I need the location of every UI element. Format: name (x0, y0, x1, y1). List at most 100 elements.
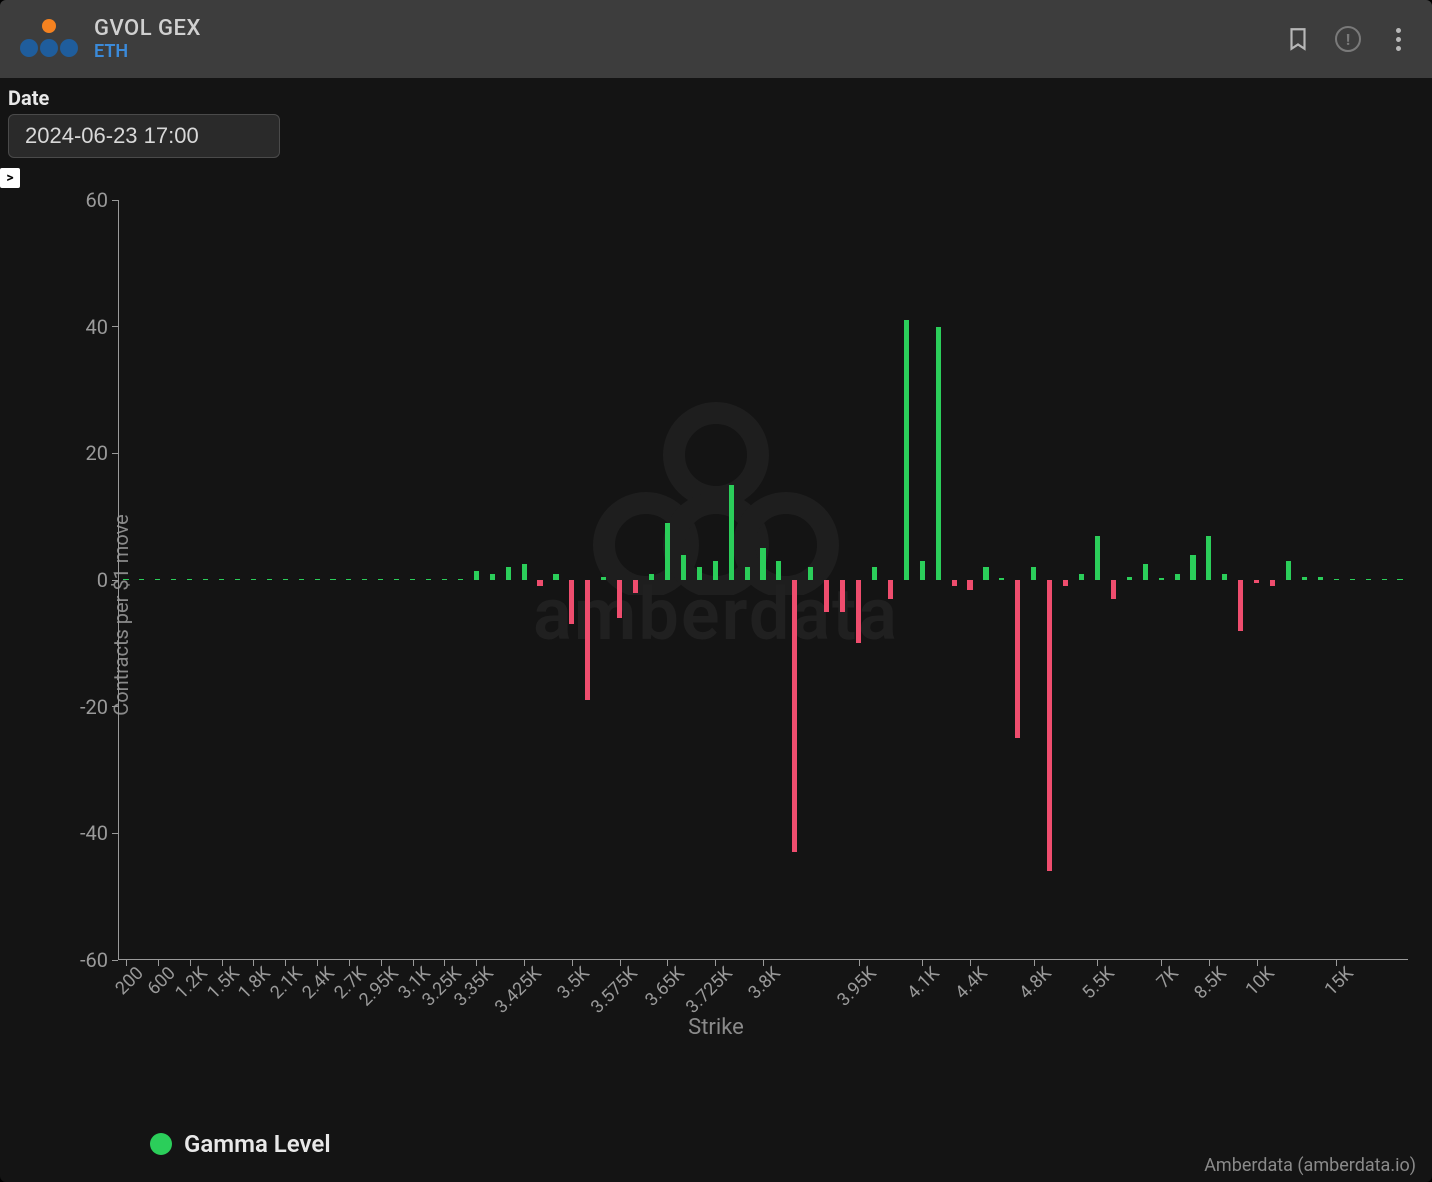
bar[interactable] (537, 580, 542, 586)
bar[interactable] (601, 577, 606, 580)
bar[interactable] (1270, 580, 1275, 586)
bar[interactable] (235, 579, 240, 581)
bar[interactable] (633, 580, 638, 593)
bar[interactable] (1350, 579, 1355, 581)
bar[interactable] (1111, 580, 1116, 599)
bar[interactable] (553, 574, 558, 580)
bar[interactable] (1238, 580, 1243, 631)
bar[interactable] (426, 579, 431, 581)
bar[interactable] (1175, 574, 1180, 580)
bar[interactable] (219, 579, 224, 581)
legend-marker (150, 1133, 172, 1155)
bar[interactable] (1286, 561, 1291, 580)
bar[interactable] (1063, 580, 1068, 586)
date-input[interactable] (8, 114, 280, 158)
bar[interactable] (171, 579, 176, 581)
bar[interactable] (506, 567, 511, 580)
legend-label: Gamma Level (184, 1130, 331, 1158)
bar[interactable] (665, 523, 670, 580)
bar[interactable] (1397, 579, 1402, 581)
bar[interactable] (888, 580, 893, 599)
bar[interactable] (315, 579, 320, 581)
bar[interactable] (1382, 579, 1387, 581)
bar[interactable] (713, 561, 718, 580)
bookmark-icon[interactable] (1284, 25, 1312, 53)
bar[interactable] (330, 579, 335, 581)
bar[interactable] (649, 574, 654, 580)
bar[interactable] (442, 579, 447, 581)
bar[interactable] (1222, 574, 1227, 580)
bar[interactable] (1031, 567, 1036, 580)
bar[interactable] (1159, 578, 1164, 580)
bar[interactable] (1095, 536, 1100, 580)
title-block: GVOL GEX ETH (94, 16, 201, 62)
bar[interactable] (681, 555, 686, 580)
x-axis-label: Strike (688, 1015, 744, 1040)
bar[interactable] (378, 579, 383, 581)
alert-icon[interactable]: ! (1334, 25, 1362, 53)
bar[interactable] (474, 571, 479, 581)
chart-legend: Gamma Level (150, 1130, 331, 1158)
x-tick-label: 3.575K (587, 963, 642, 1018)
x-tick-label: 1.2K (171, 963, 212, 1004)
bar[interactable] (617, 580, 622, 618)
bar[interactable] (187, 579, 192, 581)
bar[interactable] (729, 485, 734, 580)
bar[interactable] (1047, 580, 1052, 871)
bar[interactable] (394, 579, 399, 581)
bar[interactable] (1254, 580, 1259, 583)
bar[interactable] (362, 579, 367, 581)
bar[interactable] (251, 579, 256, 581)
x-tick-label: 3.95K (833, 963, 881, 1011)
bar[interactable] (123, 579, 128, 581)
bar[interactable] (299, 579, 304, 581)
bar[interactable] (904, 320, 909, 580)
x-tick-label: 1.8K (235, 963, 276, 1004)
bar[interactable] (967, 580, 972, 590)
bar[interactable] (1190, 555, 1195, 580)
date-label: Date (8, 86, 280, 110)
x-tick-label: 3.425K (491, 963, 546, 1018)
bar[interactable] (139, 579, 144, 581)
x-tick-label: 2.4K (298, 963, 339, 1004)
bar[interactable] (1206, 536, 1211, 580)
bar[interactable] (952, 580, 957, 586)
bar[interactable] (155, 579, 160, 581)
bar[interactable] (920, 561, 925, 580)
bar[interactable] (936, 327, 941, 580)
bar[interactable] (697, 567, 702, 580)
bar[interactable] (522, 564, 527, 580)
bar[interactable] (856, 580, 861, 643)
bar[interactable] (490, 574, 495, 580)
bar[interactable] (410, 579, 415, 581)
bar[interactable] (267, 579, 272, 581)
bar[interactable] (808, 567, 813, 580)
bar[interactable] (1366, 579, 1371, 581)
bar[interactable] (760, 548, 765, 580)
bar[interactable] (346, 579, 351, 581)
bar[interactable] (792, 580, 797, 852)
x-tick-label: 4.4K (951, 963, 992, 1004)
bar[interactable] (203, 579, 208, 581)
header-actions: ! (1284, 25, 1412, 53)
bar[interactable] (1318, 577, 1323, 580)
bar[interactable] (458, 579, 463, 581)
bar[interactable] (776, 561, 781, 580)
bar[interactable] (1079, 574, 1084, 580)
bar[interactable] (569, 580, 574, 624)
bar[interactable] (585, 580, 590, 700)
bar[interactable] (1127, 577, 1132, 580)
bar[interactable] (840, 580, 845, 612)
bar[interactable] (1302, 577, 1307, 580)
bar[interactable] (1143, 564, 1148, 580)
bar[interactable] (1015, 580, 1020, 738)
bar[interactable] (745, 567, 750, 580)
bar[interactable] (1334, 579, 1339, 581)
bar[interactable] (872, 567, 877, 580)
y-axis-line (118, 200, 119, 960)
kebab-menu-icon[interactable] (1384, 25, 1412, 53)
bar[interactable] (824, 580, 829, 612)
bar[interactable] (999, 578, 1004, 580)
bar[interactable] (283, 579, 288, 581)
bar[interactable] (983, 567, 988, 580)
